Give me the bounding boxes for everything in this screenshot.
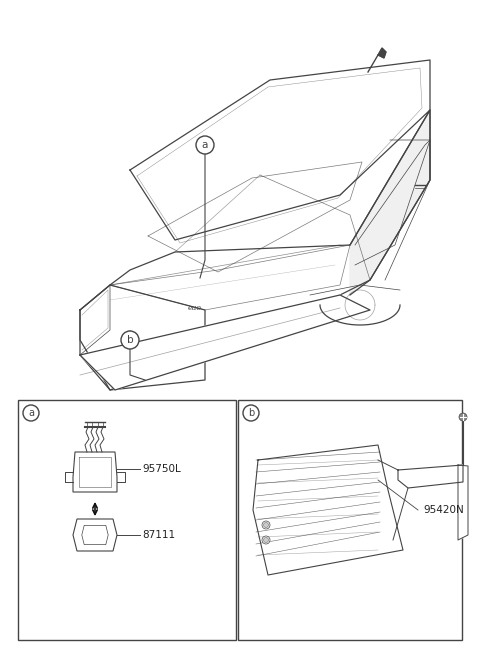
Text: euo: euo — [188, 304, 202, 312]
Text: a: a — [28, 408, 34, 418]
Circle shape — [264, 523, 268, 527]
Polygon shape — [130, 60, 430, 240]
Polygon shape — [80, 285, 205, 390]
Polygon shape — [80, 295, 370, 390]
Polygon shape — [73, 452, 117, 492]
Text: b: b — [248, 408, 254, 418]
Polygon shape — [350, 110, 430, 295]
Polygon shape — [458, 465, 468, 540]
Polygon shape — [378, 48, 386, 58]
Text: 95420N: 95420N — [423, 505, 464, 515]
Text: a: a — [202, 140, 208, 150]
Polygon shape — [73, 519, 117, 551]
Text: 87111: 87111 — [142, 530, 175, 540]
Polygon shape — [80, 245, 350, 355]
Circle shape — [243, 405, 259, 421]
Polygon shape — [82, 525, 108, 544]
Circle shape — [121, 331, 139, 349]
Circle shape — [264, 538, 268, 542]
Circle shape — [459, 413, 467, 421]
Bar — [238, 400, 462, 640]
Circle shape — [262, 521, 270, 529]
Text: 95750L: 95750L — [142, 464, 181, 474]
Text: b: b — [127, 335, 133, 345]
Circle shape — [262, 536, 270, 544]
Polygon shape — [80, 110, 430, 390]
Circle shape — [23, 405, 39, 421]
Polygon shape — [253, 445, 403, 575]
Bar — [18, 400, 236, 640]
Circle shape — [196, 136, 214, 154]
Polygon shape — [398, 465, 463, 488]
